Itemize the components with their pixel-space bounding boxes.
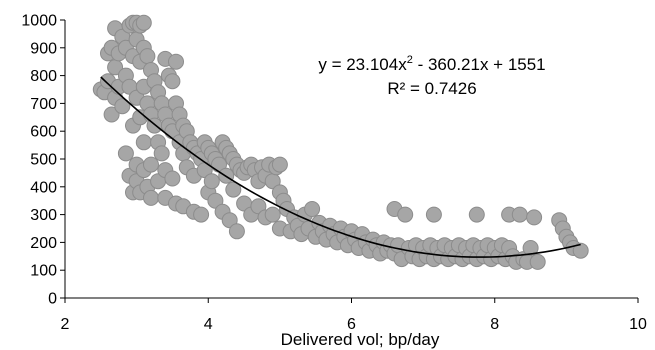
- x-tick-label: 4: [204, 316, 213, 333]
- data-point: [511, 206, 528, 223]
- data-point: [168, 53, 184, 70]
- y-tick-label: 0: [48, 291, 57, 308]
- x-tick-label: 2: [61, 316, 70, 333]
- equation-exponent: 2: [407, 54, 413, 66]
- x-tick-label: 8: [490, 316, 499, 333]
- data-point: [264, 206, 281, 223]
- equation-suffix: - 360.21x + 1551: [413, 55, 546, 74]
- y-tick-label: 400: [30, 179, 57, 196]
- x-axis-title: Delivered vol; bp/day: [281, 330, 440, 349]
- y-tick-label: 200: [30, 235, 57, 252]
- data-point: [522, 240, 539, 256]
- data-point: [103, 106, 120, 123]
- data-point: [572, 242, 589, 259]
- data-point: [397, 206, 414, 223]
- y-tick-label: 1000: [21, 13, 57, 30]
- y-tick-label: 900: [30, 40, 57, 57]
- data-points: [92, 14, 589, 270]
- data-point: [225, 181, 242, 198]
- x-tick-label: 6: [347, 316, 356, 333]
- y-tick-label: 300: [30, 207, 57, 224]
- data-point: [193, 206, 210, 223]
- data-point: [117, 145, 134, 162]
- data-point: [164, 73, 181, 90]
- data-point: [143, 189, 159, 206]
- data-point: [135, 14, 152, 31]
- data-point: [304, 201, 321, 217]
- data-point: [143, 156, 159, 173]
- data-point: [526, 209, 543, 226]
- y-axis-ticks: 0 100 200 300 400 500 600 700 800 900 1000: [21, 13, 65, 308]
- y-tick-label: 500: [30, 152, 57, 169]
- equation-prefix: y = 23.104x: [318, 55, 407, 74]
- trendline: [100, 76, 581, 258]
- y-tick-label: 100: [30, 263, 57, 280]
- data-point: [271, 156, 288, 173]
- data-point: [135, 134, 152, 151]
- data-point: [221, 212, 238, 229]
- data-point: [468, 206, 485, 223]
- data-point: [203, 173, 220, 190]
- x-axis-ticks: 2 4 6 8 10: [61, 298, 647, 333]
- x-tick-label: 10: [629, 316, 647, 333]
- data-point: [529, 253, 546, 270]
- y-tick-label: 700: [30, 96, 57, 113]
- data-point: [164, 170, 181, 187]
- y-tick-label: 600: [30, 124, 57, 141]
- data-point: [228, 223, 245, 240]
- data-point: [114, 98, 131, 115]
- data-point: [425, 206, 442, 223]
- y-tick-label: 800: [30, 68, 57, 85]
- data-point: [207, 192, 224, 209]
- r-squared-label: R² = 0.7426: [387, 79, 476, 98]
- data-point: [139, 48, 156, 65]
- data-point: [153, 145, 170, 162]
- trend-equation: y = 23.104x2 - 360.21x + 1551: [318, 54, 545, 74]
